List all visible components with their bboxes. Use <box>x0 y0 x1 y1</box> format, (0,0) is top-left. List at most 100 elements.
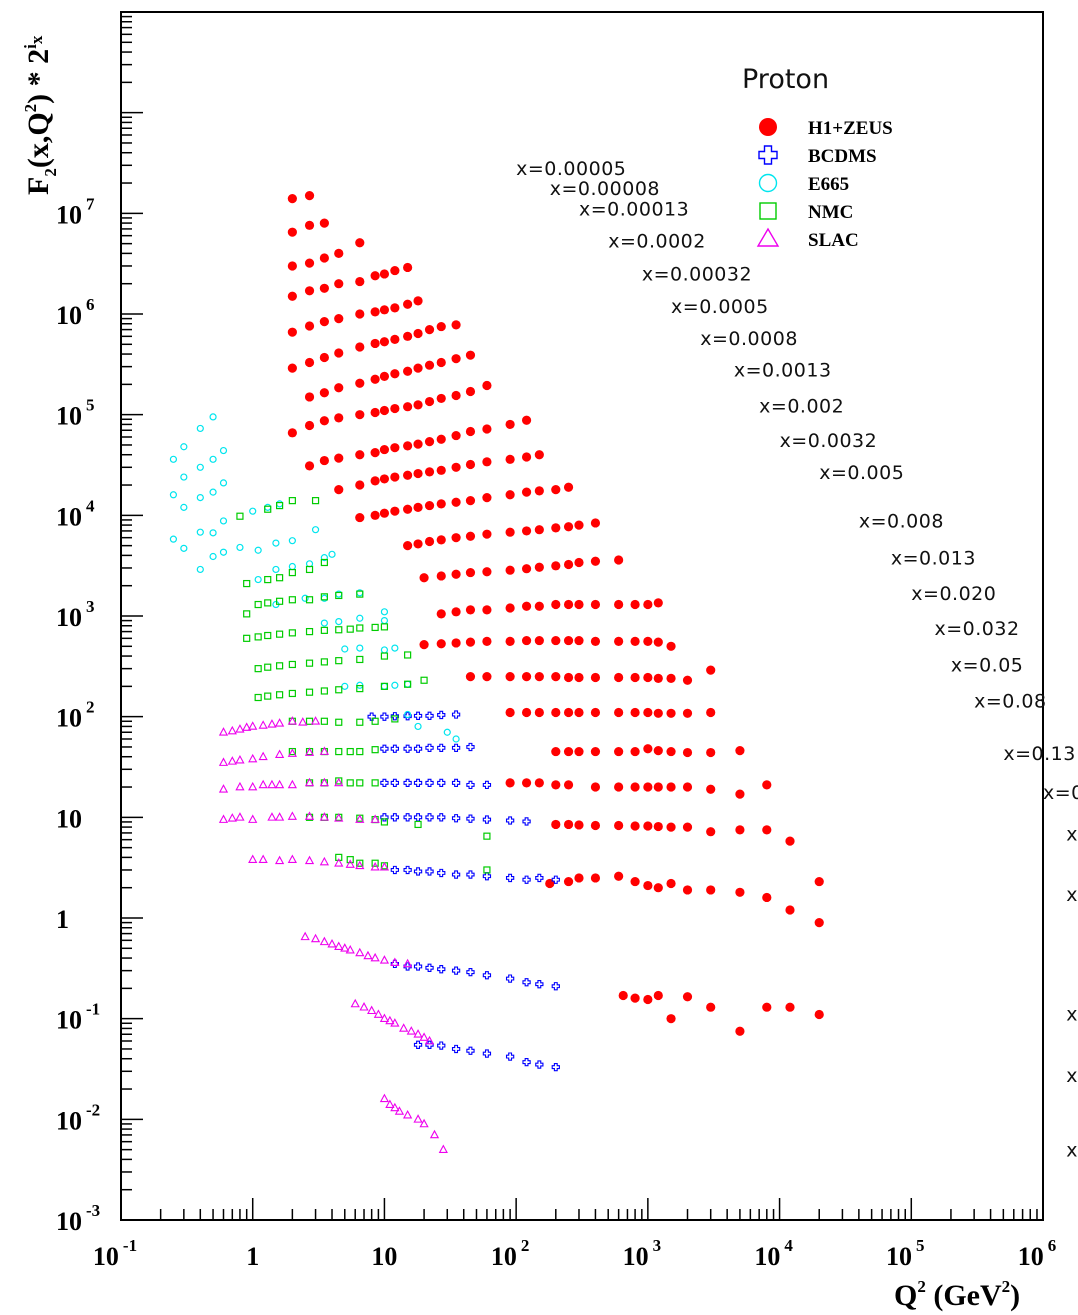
data-point <box>346 856 354 864</box>
data-point <box>355 309 365 319</box>
data-point <box>287 854 297 863</box>
data-point <box>380 778 389 788</box>
data-point <box>380 646 389 654</box>
data-point <box>505 816 515 825</box>
data-point <box>403 778 412 788</box>
data-point <box>535 1060 544 1069</box>
data-point <box>264 663 272 671</box>
data-point <box>356 624 364 632</box>
data-point <box>505 1052 515 1061</box>
data-point <box>505 490 515 500</box>
data-point <box>379 508 390 518</box>
data-point <box>243 634 251 642</box>
data-point <box>563 482 574 492</box>
legend-marker <box>759 118 777 136</box>
data-point <box>534 486 544 496</box>
data-point <box>371 717 379 725</box>
data-point <box>465 672 476 682</box>
data-point <box>522 1057 531 1067</box>
data-point <box>319 352 329 363</box>
data-point <box>451 430 461 441</box>
data-point <box>254 575 262 584</box>
data-point <box>630 821 640 831</box>
data-point <box>465 426 476 437</box>
data-point <box>574 557 584 568</box>
data-point <box>413 1040 423 1049</box>
data-point <box>574 599 584 610</box>
data-point <box>425 867 434 876</box>
data-point <box>424 500 435 511</box>
data-point <box>390 369 400 379</box>
data-point <box>367 1005 377 1015</box>
data-point <box>706 784 716 794</box>
data-point <box>390 303 400 313</box>
x-bin-label: x=0.020 <box>911 583 996 605</box>
data-point <box>682 747 693 758</box>
data-point <box>196 528 204 536</box>
data-point <box>666 746 676 757</box>
data-point <box>465 531 476 541</box>
data-point <box>437 965 446 974</box>
data-point <box>436 357 446 368</box>
data-point <box>436 434 446 444</box>
data-point <box>424 396 435 407</box>
data-point <box>482 971 492 980</box>
data-point <box>424 437 435 447</box>
x-tick-label: 10 2 <box>491 1236 529 1271</box>
data-point <box>630 782 640 792</box>
data-point <box>264 505 272 513</box>
data-point <box>505 565 515 575</box>
data-point <box>535 873 544 883</box>
data-point <box>355 512 365 523</box>
data-point <box>534 450 544 460</box>
data-point <box>327 938 337 948</box>
data-point <box>436 609 446 619</box>
data-point <box>288 537 296 545</box>
data-point <box>505 454 515 464</box>
data-point <box>235 754 245 764</box>
data-point <box>505 974 515 983</box>
data-point <box>300 931 310 941</box>
data-point <box>320 626 328 634</box>
data-point <box>614 746 624 757</box>
data-point <box>390 265 400 276</box>
data-point <box>451 778 461 788</box>
data-point <box>521 415 532 425</box>
data-point <box>521 452 532 462</box>
data-point <box>275 630 284 638</box>
data-point <box>413 328 423 339</box>
data-point <box>413 539 423 549</box>
data-point <box>356 644 364 652</box>
data-point <box>379 305 390 315</box>
data-point <box>219 446 228 455</box>
data-point <box>574 520 584 530</box>
data-point <box>682 822 693 832</box>
data-point <box>403 541 413 551</box>
data-point <box>643 782 653 792</box>
x-bin-label: x=0.65 <box>1066 1004 1078 1026</box>
data-point <box>319 283 329 293</box>
data-point <box>304 855 315 865</box>
data-point <box>275 662 284 670</box>
data-point <box>335 591 343 600</box>
data-point <box>319 777 330 787</box>
data-point <box>274 779 285 789</box>
data-point <box>425 778 434 788</box>
data-point <box>814 876 824 887</box>
data-point <box>419 1118 429 1128</box>
data-point <box>534 635 544 646</box>
data-point <box>465 350 476 360</box>
data-point <box>614 555 624 565</box>
x-tick-label: 1 <box>246 1242 259 1271</box>
data-point <box>403 744 412 753</box>
data-point <box>235 781 245 791</box>
data-point <box>666 708 676 718</box>
data-point <box>356 718 364 726</box>
data-point <box>196 424 204 433</box>
data-point <box>436 393 446 404</box>
data-point <box>483 832 491 840</box>
data-point <box>451 870 461 879</box>
data-point <box>424 536 435 547</box>
data-point <box>319 746 330 755</box>
